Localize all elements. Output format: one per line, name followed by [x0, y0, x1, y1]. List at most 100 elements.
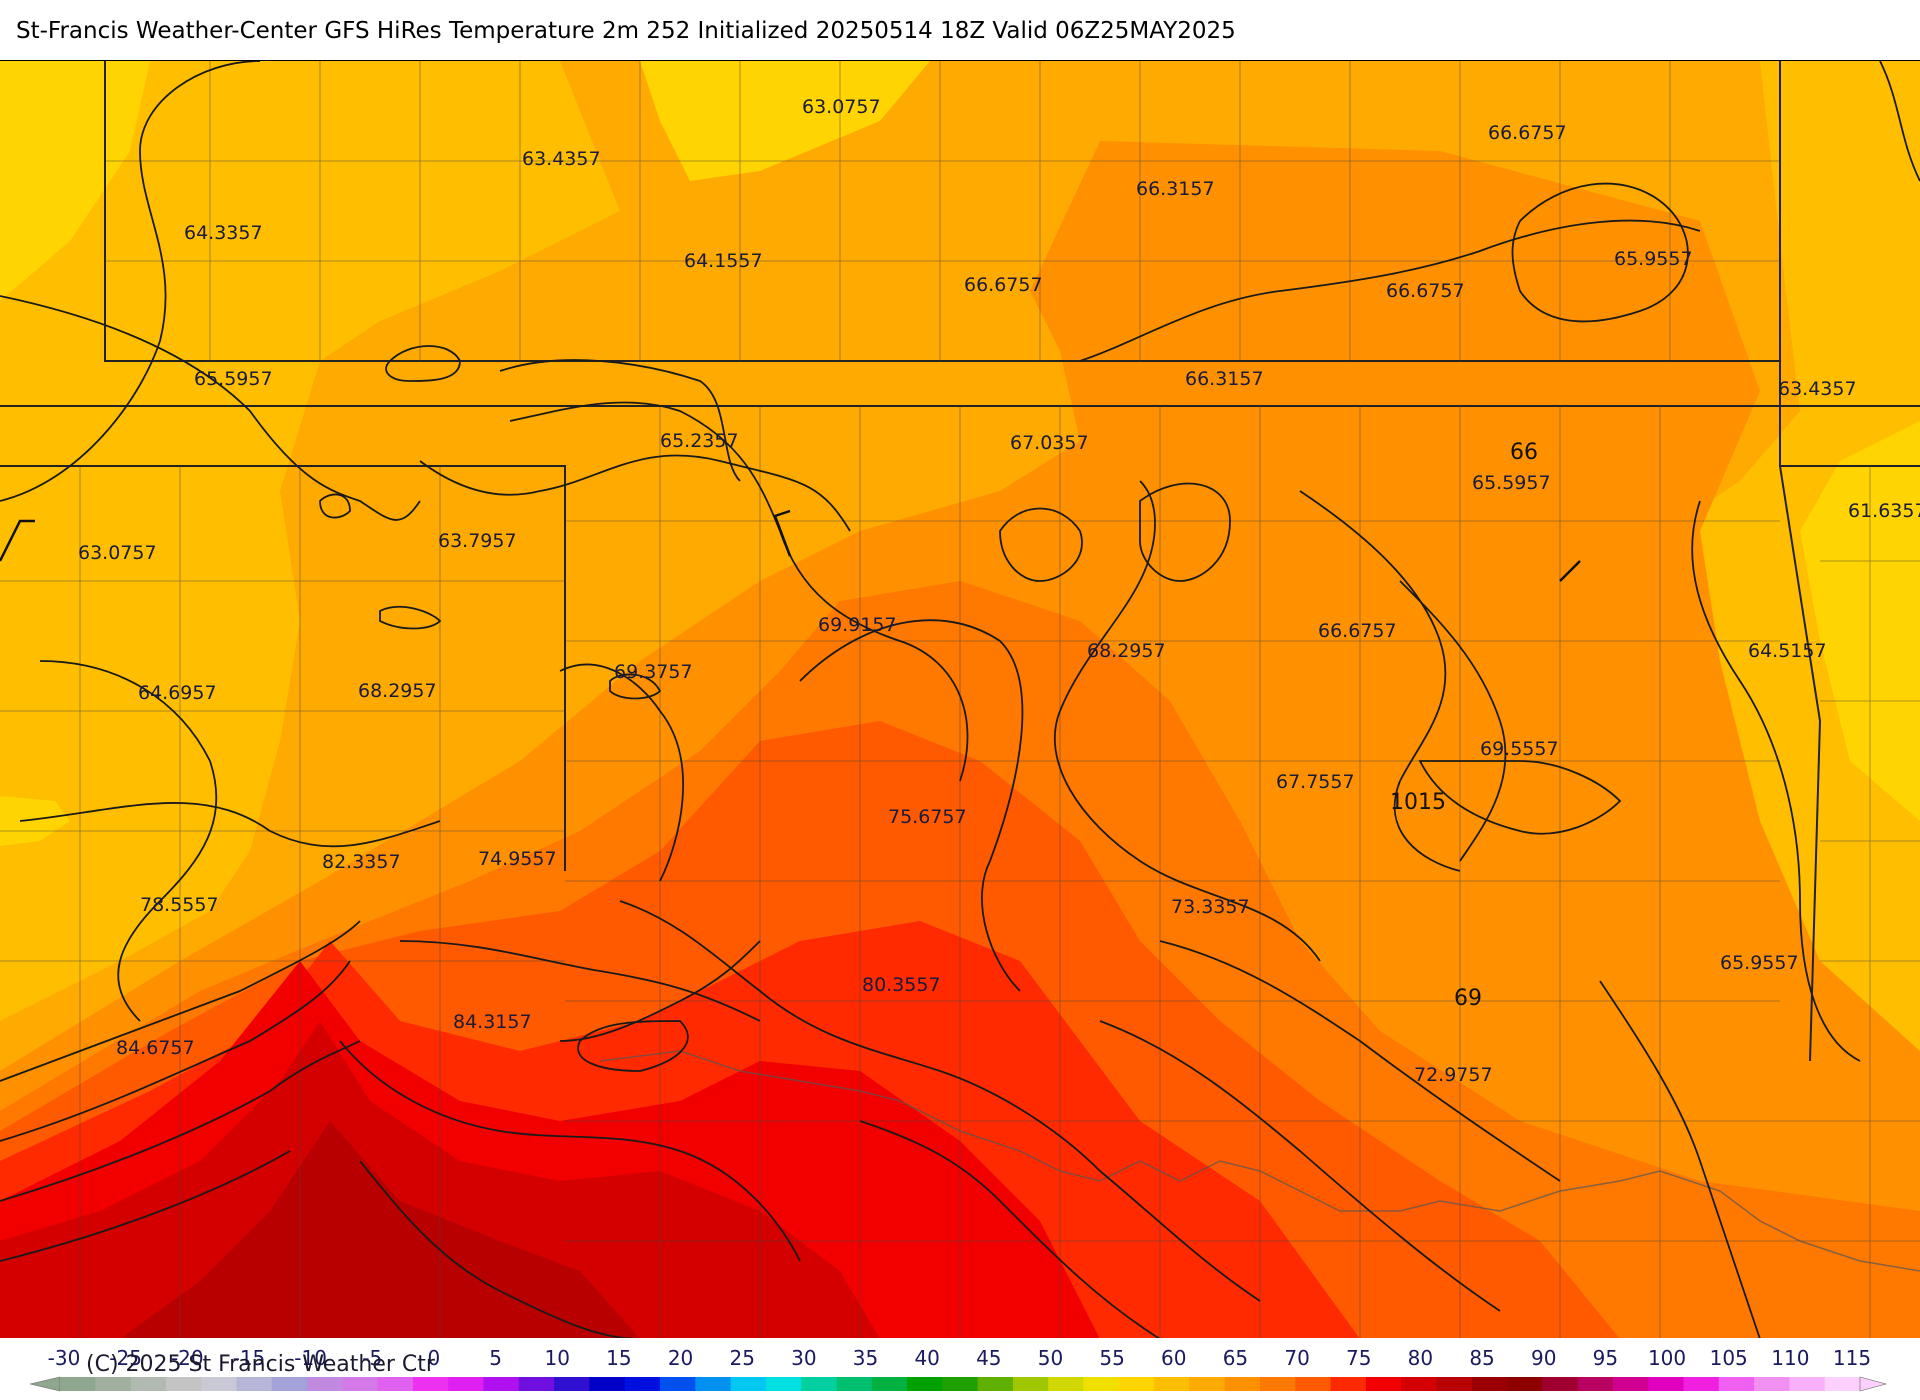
legend-swatch [1436, 1377, 1473, 1391]
value-label: 69.3757 [614, 661, 693, 683]
value-label: 68.2957 [358, 680, 437, 702]
copyright-text: (C) 2025 St Francis Weather Ctr [86, 1352, 435, 1377]
value-label: 64.1557 [684, 250, 763, 272]
legend-swatch [307, 1377, 343, 1391]
legend-swatch [95, 1377, 132, 1391]
legend-swatch [130, 1377, 167, 1391]
value-label: 65.5957 [1472, 472, 1551, 494]
legend-tick-labels: -30 -25 -20 -15 -10 -5 0 5 10 15 20 25 30 35 40 45 50 55 6… [0, 1338, 1920, 1372]
field-yellow-east [1800, 421, 1920, 821]
wind-barbs [0, 509, 1581, 582]
legend-tick-label: 70 [1284, 1346, 1310, 1370]
legend-tick-label: 10 [544, 1346, 570, 1370]
legend-swatch [1683, 1377, 1720, 1391]
value-label: 63.4357 [1778, 378, 1857, 400]
color-legend: -30 -25 -20 -15 -10 -5 0 5 10 15 20 25 30 35 40 45 50 55 6… [0, 1338, 1920, 1400]
legend-tick-label: 110 [1771, 1346, 1810, 1370]
value-label: 68.2957 [1087, 640, 1166, 662]
legend-swatch [60, 1377, 96, 1391]
legend-swatch [201, 1377, 237, 1391]
legend-tick-label: 60 [1161, 1346, 1187, 1370]
legend-arrow-high [1859, 1376, 1888, 1392]
county-lines [0, 61, 1920, 1339]
legend-swatch [554, 1377, 590, 1391]
legend-swatch [271, 1377, 308, 1391]
map-frame[interactable]: 63.0757 63.4357 64.3357 64.1557 66.3157 66.67… [0, 60, 1920, 1339]
legend-swatch [1012, 1377, 1049, 1391]
legend-swatch [1648, 1377, 1685, 1391]
value-label: 65.9557 [1720, 952, 1799, 974]
field-yellow-northwest [0, 61, 150, 301]
value-label: 69.9157 [818, 614, 897, 636]
value-label: 80.3557 [862, 974, 941, 996]
value-label: 61.6357 [1848, 500, 1920, 522]
legend-tick-label: 5 [489, 1346, 502, 1370]
legend-tick-label: 35 [852, 1346, 879, 1370]
title-bar: St-Francis Weather-Center GFS HiRes Temp… [0, 0, 1920, 60]
value-label: 84.3157 [453, 1011, 532, 1033]
legend-swatch [1577, 1377, 1614, 1391]
legend-tick-label: -20 [170, 1346, 204, 1370]
legend-swatch [1118, 1377, 1155, 1391]
legend-swatch [1224, 1377, 1261, 1391]
legend-swatch [624, 1377, 661, 1391]
legend-swatch [660, 1377, 696, 1391]
legend-tick-label: -25 [109, 1346, 142, 1370]
legend-swatch [1507, 1377, 1543, 1391]
legend-tick-label: 55 [1099, 1346, 1125, 1370]
field-yellow-west-blob [0, 796, 70, 846]
legend-swatch [1754, 1377, 1790, 1391]
legend-swatch [236, 1377, 273, 1391]
legend-tick-label: 40 [914, 1346, 940, 1370]
legend-swatch [342, 1377, 379, 1391]
legend-tick-label: 90 [1530, 1346, 1557, 1370]
value-label: 84.6757 [116, 1037, 195, 1059]
value-labels: 63.0757 63.4357 64.3357 64.1557 66.3157 66.67… [78, 96, 1920, 1086]
legend-tick-label: 100 [1647, 1346, 1687, 1370]
value-label: 75.6757 [888, 806, 967, 828]
value-label: 82.3357 [322, 851, 401, 873]
legend-swatch [377, 1377, 414, 1391]
isobar-labels: 66 1015 69 [1390, 440, 1538, 1011]
legend-tick-label: 80 [1407, 1346, 1434, 1370]
legend-swatch [942, 1377, 979, 1391]
legend-swatch [1789, 1377, 1826, 1391]
legend-tick-label: 75 [1346, 1346, 1372, 1370]
legend-swatch [1401, 1377, 1437, 1391]
legend-swatch [1154, 1377, 1190, 1391]
value-label: 66.6757 [1318, 620, 1397, 642]
legend-tick-label: -5 [362, 1346, 383, 1370]
legend-swatch [412, 1377, 449, 1391]
value-label: 63.7957 [438, 530, 517, 552]
value-label: 74.9557 [478, 848, 557, 870]
legend-swatch [871, 1377, 908, 1391]
legend-tick-label: 45 [976, 1346, 1002, 1370]
legend-swatch [1718, 1377, 1755, 1391]
legend-swatch [1542, 1377, 1579, 1391]
legend-tick-label: 20 [667, 1346, 694, 1370]
legend-swatch [1365, 1377, 1402, 1391]
legend-tick-label: 65 [1222, 1346, 1249, 1370]
legend-tick-label: 0 [427, 1346, 441, 1370]
legend-swatch [836, 1377, 873, 1391]
value-label: 66.6757 [1386, 280, 1465, 302]
isobar-label: 69 [1454, 986, 1482, 1011]
legend-swatch [1295, 1377, 1332, 1391]
legend-tick-label: 30 [791, 1346, 817, 1370]
value-label: 63.0757 [78, 542, 157, 564]
legend-swatch [1330, 1377, 1367, 1391]
isobar-label: 66 [1510, 440, 1538, 465]
value-label: 69.5557 [1480, 738, 1559, 760]
legend-swatch [1471, 1377, 1508, 1391]
legend-swatch [1048, 1377, 1085, 1391]
legend-tick-label: 115 [1832, 1346, 1872, 1370]
legend-swatch [589, 1377, 626, 1391]
temperature-map[interactable]: 63.0757 63.4357 64.3357 64.1557 66.3157 66.67… [0, 61, 1920, 1339]
legend-swatch [977, 1377, 1014, 1391]
legend-swatch [1260, 1377, 1296, 1391]
legend-tick-label: 50 [1037, 1346, 1064, 1370]
legend-swatch [448, 1377, 485, 1391]
legend-tick-label: 25 [729, 1346, 755, 1370]
legend-swatch [1612, 1377, 1649, 1391]
legend-tick-label: 105 [1709, 1346, 1748, 1370]
